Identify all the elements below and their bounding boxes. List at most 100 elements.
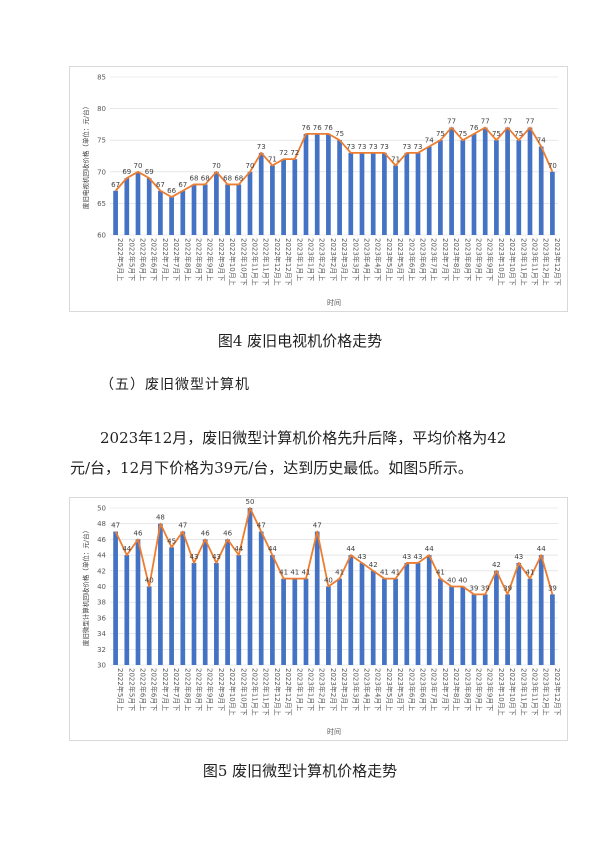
data-label: 44 — [122, 545, 131, 553]
bar — [550, 171, 555, 235]
data-label: 69 — [122, 168, 131, 176]
x-tick-label: 2023年11月上 — [519, 668, 528, 716]
tv-price-chart: 60 65 70 75 80 85 废旧电视机回收价格（单位：元/台） 67 69 70 69 67 6… — [69, 66, 568, 312]
data-label: 75 — [492, 130, 501, 138]
bar — [314, 531, 320, 665]
bar — [426, 146, 432, 235]
figure-5-caption: 图5 废旧微型计算机价格走势 — [202, 762, 398, 780]
y-tick-label: 38 — [97, 599, 106, 607]
x-tick-label: 2023年3月下 — [351, 668, 360, 711]
y-tick-label: 40 — [97, 583, 106, 591]
bar — [270, 165, 275, 235]
bar — [214, 171, 219, 235]
x-tick-label: 2022年6月下 — [150, 238, 159, 281]
x-tick-label: 2023年4月上 — [363, 238, 372, 281]
bar — [124, 555, 130, 665]
x-tick-label: 2022年8月上 — [183, 238, 192, 281]
bar — [124, 178, 130, 235]
x-tick-label: 2022年7月下 — [172, 238, 181, 281]
x-tick-label: 2022年6月上 — [139, 238, 148, 281]
data-label: 43 — [414, 553, 423, 561]
x-tick-label: 2022年8月下 — [195, 668, 204, 711]
x-tick-label: 2022年12月下 — [284, 238, 293, 286]
x-tick-label: 2022年5月下 — [127, 668, 136, 711]
y-tick-label: 85 — [97, 74, 106, 82]
bar — [202, 539, 208, 665]
x-tick-label: 2022年12月上 — [273, 668, 282, 716]
x-tick-label: 2023年12月上 — [542, 238, 551, 286]
data-label: 73 — [257, 143, 266, 151]
bar — [471, 133, 477, 235]
data-label: 74 — [537, 137, 546, 145]
y-tick-label: 70 — [97, 168, 106, 176]
y-axis-title: 废旧电视机回收价格（单位：元/台） — [81, 103, 90, 209]
data-label: 44 — [346, 545, 355, 553]
data-label: 47 — [257, 522, 266, 530]
data-label: 41 — [335, 569, 344, 577]
bar — [527, 578, 533, 665]
bar — [438, 578, 443, 665]
data-label: 44 — [268, 545, 277, 553]
data-label: 40 — [324, 577, 333, 585]
bar — [538, 146, 544, 235]
y-tick-label: 32 — [97, 646, 106, 654]
x-tick-label: 2022年12月下 — [284, 668, 293, 716]
data-label: 46 — [201, 529, 210, 537]
data-label: 39 — [481, 584, 490, 592]
x-tick-label: 2023年9月上 — [475, 668, 484, 711]
bar — [236, 184, 242, 235]
data-label: 71 — [391, 155, 400, 163]
x-tick-label: 2023年6月下 — [419, 238, 428, 281]
x-tick-label: 2022年9月上 — [206, 238, 215, 281]
data-label: 46 — [223, 529, 232, 537]
y-tick-label: 75 — [97, 137, 106, 145]
bar — [482, 594, 488, 665]
bar — [169, 197, 174, 235]
section-heading: （五）废旧微型计算机 — [100, 377, 250, 393]
data-label: 44 — [425, 545, 434, 553]
bar — [180, 190, 186, 235]
x-tick-label: 2023年7月下 — [441, 238, 450, 281]
x-tick-label: 2023年10月下 — [508, 668, 517, 716]
x-tick-label: 2022年8月下 — [195, 238, 204, 281]
x-axis-title: 时间 — [327, 298, 341, 307]
x-tick-label: 2023年12月下 — [553, 668, 562, 716]
x-tick-label: 2023年4月上 — [363, 668, 372, 711]
bar — [281, 159, 286, 235]
bar — [393, 578, 398, 665]
x-tick-label: 2022年7月下 — [172, 668, 181, 711]
bar — [393, 165, 398, 235]
bar — [337, 578, 342, 665]
bar — [359, 562, 365, 665]
bar — [314, 133, 320, 235]
bar — [225, 539, 230, 665]
y-tick-label: 42 — [97, 567, 106, 575]
data-label: 67 — [178, 181, 187, 189]
x-tick-label: 2023年6月上 — [407, 668, 416, 711]
x-tick-label: 2023年2月下 — [329, 238, 338, 281]
x-tick-label: 2022年5月上 — [116, 238, 125, 281]
y-tick-label: 60 — [97, 232, 106, 240]
bar — [202, 184, 208, 235]
data-label: 77 — [447, 118, 456, 126]
bar — [146, 586, 152, 665]
x-tick-label: 2023年4月下 — [374, 668, 383, 711]
data-label: 41 — [391, 569, 400, 577]
bar — [460, 140, 466, 235]
series-line — [114, 126, 554, 198]
data-label: 75 — [436, 130, 445, 138]
bar — [191, 184, 197, 235]
data-label: 70 — [548, 162, 557, 170]
bar — [471, 594, 477, 665]
computer-price-chart: 30 32 34 36 38 40 42 44 46 48 50 废旧微型计算机回收价格（单位：元/台… — [69, 497, 568, 741]
x-tick-label: 2023年9月上 — [475, 238, 484, 281]
bar — [505, 594, 510, 665]
x-tick-label: 2022年8月上 — [183, 668, 192, 711]
x-tick-label: 2022年10月上 — [228, 238, 237, 286]
data-label: 73 — [414, 143, 423, 151]
data-label: 77 — [481, 118, 490, 126]
data-label: 76 — [324, 124, 333, 132]
data-label: 41 — [290, 569, 299, 577]
x-tick-label: 2022年5月上 — [116, 668, 125, 711]
data-label: 73 — [369, 143, 378, 151]
